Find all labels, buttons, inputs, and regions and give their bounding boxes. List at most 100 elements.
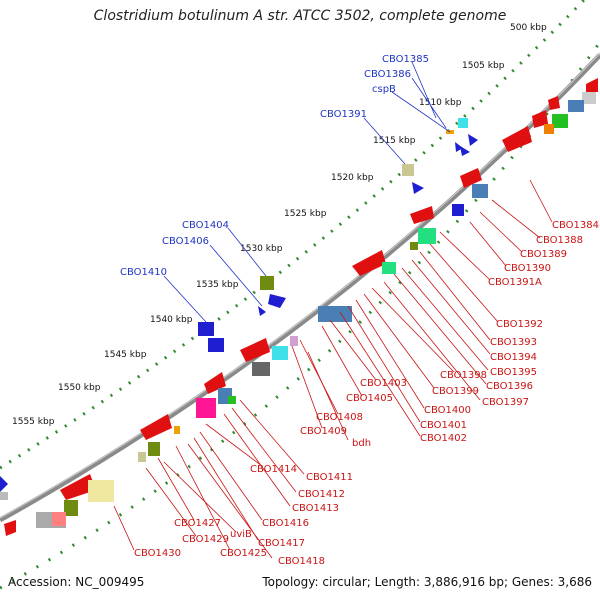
feature-label: CBO1427 (174, 518, 221, 529)
label-leader (145, 467, 197, 537)
feature-label: CBO1399 (432, 386, 479, 397)
feature-label: CBO1389 (520, 249, 567, 260)
gene-arrow[interactable] (258, 306, 266, 316)
feature-label: CBO1414 (250, 464, 297, 475)
label-leader (307, 351, 349, 441)
scale-label: 1550 kbp (58, 383, 101, 393)
gene-feature[interactable] (568, 100, 584, 112)
feature-label: CBO1400 (424, 405, 471, 416)
gene-feature[interactable] (88, 480, 114, 502)
feature-label: CBO1396 (486, 381, 533, 392)
inner-labels: CBO1384 CBO1388 CBO1389 CBO1390 CBO1391A… (134, 220, 599, 567)
gene-feature[interactable] (52, 512, 66, 526)
gene-arrow[interactable] (352, 250, 386, 276)
gene-feature[interactable] (402, 164, 414, 176)
gene-feature[interactable] (582, 92, 596, 104)
gene-arrow[interactable] (586, 78, 598, 92)
scale-label: 1520 kbp (331, 173, 374, 183)
label-leader (291, 345, 323, 429)
feature-label: CBO1408 (316, 412, 363, 423)
gene-feature[interactable] (544, 124, 554, 134)
gene-feature[interactable] (0, 492, 8, 500)
gene-feature[interactable] (174, 426, 180, 434)
outer-tick-track (0, 0, 586, 470)
feature-label: CBO1397 (482, 397, 529, 408)
gene-arrow[interactable] (4, 520, 16, 536)
gene-arrow[interactable] (412, 182, 424, 194)
gene-feature[interactable] (64, 500, 78, 516)
gene-feature[interactable] (382, 262, 396, 274)
label-leader (163, 461, 237, 533)
gene-feature[interactable] (196, 398, 216, 418)
gene-feature[interactable] (318, 306, 352, 322)
gene-feature[interactable] (452, 204, 464, 216)
gene-feature[interactable] (228, 396, 236, 404)
gene-feature[interactable] (290, 336, 298, 346)
gene-arrow[interactable] (60, 474, 96, 500)
gene-arrow[interactable] (240, 338, 270, 362)
label-leader (163, 275, 207, 323)
scale-label: 1535 kbp (196, 280, 239, 290)
gene-arrow[interactable] (460, 168, 482, 188)
scale-label: 1530 kbp (240, 244, 283, 254)
feature-label: CBO1417 (258, 538, 305, 549)
gene-feature[interactable] (472, 184, 488, 198)
gene-arrow[interactable] (468, 134, 478, 146)
accession-text: Accession: NC_009495 (8, 575, 145, 589)
feature-label: CBO1402 (420, 433, 467, 444)
label-leader (411, 77, 447, 129)
feature-label: CBO1401 (420, 420, 467, 431)
gene-feature[interactable] (138, 452, 146, 462)
label-leader (223, 413, 291, 507)
gene-arrow[interactable] (532, 110, 548, 128)
feature-label: CBO1385 (382, 54, 429, 65)
gene-arrow[interactable] (204, 372, 226, 394)
feature-label: CBO1388 (536, 235, 583, 246)
feature-label: CBO1413 (292, 503, 339, 514)
label-leader (187, 443, 273, 559)
feature-label: CBO1416 (262, 518, 309, 529)
label-leader (363, 293, 435, 389)
label-leader (491, 199, 541, 239)
feature-label: CBO1406 (162, 236, 209, 247)
label-leader (157, 457, 195, 521)
gene-feature[interactable] (198, 322, 214, 336)
scale-label: 500 kbp (510, 23, 547, 33)
gene-arrow[interactable] (455, 142, 463, 152)
label-leader (439, 231, 491, 281)
gene-feature[interactable] (272, 346, 288, 360)
gene-arrow[interactable] (140, 414, 172, 440)
gene-feature[interactable] (252, 362, 270, 376)
gene-feature[interactable] (418, 228, 436, 244)
gene-feature[interactable] (260, 276, 274, 290)
label-leader (205, 423, 263, 467)
label-leader (227, 227, 267, 277)
feature-label: uviB (230, 529, 252, 540)
label-leader (355, 299, 425, 409)
map-title: Clostridium botulinum A str. ATCC 3502, … (93, 8, 507, 24)
inner-leaders (113, 179, 553, 559)
gene-feature[interactable] (148, 442, 160, 456)
label-leader (239, 399, 305, 475)
gene-arrow[interactable] (548, 96, 560, 110)
scale-label: 1505 kbp (462, 61, 505, 71)
label-leader (363, 117, 406, 165)
forward-features (0, 118, 478, 500)
gene-arrow[interactable] (0, 476, 8, 492)
gene-feature[interactable] (458, 118, 468, 128)
gene-arrow[interactable] (502, 126, 532, 152)
scale-label: 1545 kbp (104, 350, 147, 360)
gene-arrow[interactable] (460, 146, 470, 156)
gene-feature[interactable] (208, 338, 224, 352)
gene-feature[interactable] (410, 242, 418, 250)
gene-arrow[interactable] (268, 294, 286, 308)
label-leader (113, 505, 135, 551)
gene-feature[interactable] (552, 114, 568, 128)
feature-label: CBO1393 (490, 337, 537, 348)
label-leader (347, 305, 421, 423)
label-leader (193, 437, 259, 541)
scale-label: 1525 kbp (284, 209, 327, 219)
feature-label: CBO1429 (182, 534, 229, 545)
gene-arrow[interactable] (410, 206, 434, 224)
